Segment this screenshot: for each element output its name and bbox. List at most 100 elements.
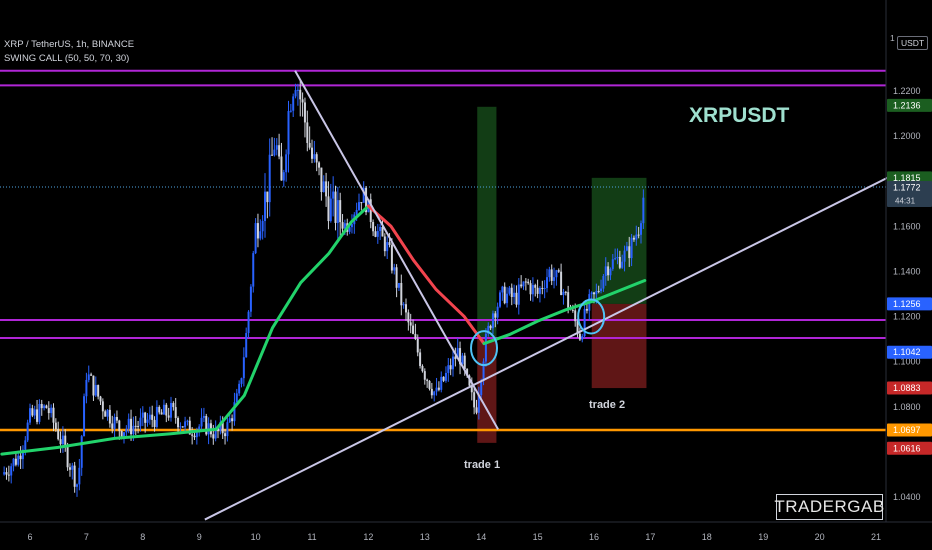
- trade-2-label: trade 2: [589, 399, 626, 411]
- candle-body-270: [635, 234, 638, 240]
- candle-body-37: [87, 374, 90, 380]
- candle-body-70: [165, 404, 168, 416]
- candle-body-244: [574, 310, 577, 322]
- candle-body-96: [226, 422, 229, 437]
- candle-body-169: [397, 282, 400, 288]
- ma-segment-1: [0, 427, 218, 456]
- candle-body-235: [553, 277, 556, 281]
- candle-body-94: [221, 421, 224, 434]
- candle-body-104: [245, 333, 248, 358]
- candle-body-187: [440, 376, 443, 390]
- candle-body-215: [506, 293, 509, 304]
- price-tag-1.0883: 1.0883: [887, 381, 932, 395]
- candle-body-1: [3, 472, 6, 475]
- candle-body-207: [487, 325, 490, 334]
- candle-body-155: [365, 187, 368, 213]
- y-tick-label: 1.1600: [893, 221, 921, 231]
- candle-body-4: [10, 466, 13, 476]
- candle-body-55: [130, 418, 133, 435]
- candle-body-30: [71, 465, 74, 470]
- price-tag-value: 1.1256: [893, 299, 921, 309]
- candle-body-151: [355, 209, 358, 215]
- candle-body-211: [496, 306, 499, 318]
- candle-body-140: [329, 198, 332, 222]
- candle-body-233: [548, 269, 551, 278]
- candle-body-176: [414, 333, 417, 339]
- candle-body-272: [640, 223, 642, 235]
- candle-body-84: [198, 426, 201, 431]
- candle-body-41: [97, 385, 100, 397]
- y-tick-label: 1.2200: [893, 86, 921, 96]
- candle-body-121: [285, 154, 288, 173]
- candle-body-83: [195, 430, 198, 438]
- candle-body-91: [214, 427, 217, 439]
- right-price-axis[interactable]: 1.2200 1.2000 1.1600 1.1400 1.1200 1.1000 1.08…: [893, 86, 921, 502]
- candle-body-67: [158, 406, 161, 413]
- candle-body-119: [280, 156, 283, 181]
- candle-body-116: [273, 149, 276, 156]
- trade-1-label: trade 1: [464, 459, 501, 471]
- candle-body-5: [12, 458, 15, 467]
- candle-body-160: [376, 231, 379, 237]
- candle-body-115: [271, 154, 274, 156]
- candle-body-192: [452, 356, 454, 370]
- currency-button[interactable]: USDT: [897, 36, 929, 50]
- candle-body-18: [43, 405, 46, 409]
- candle-body-214: [503, 286, 506, 304]
- candle-body-267: [628, 246, 631, 259]
- y-tick-label: 1.1000: [893, 357, 921, 367]
- candle-body-81: [191, 434, 194, 436]
- candle-body-68: [160, 412, 163, 415]
- trendline-1: [294, 70, 499, 430]
- candle-body-196: [461, 355, 464, 365]
- candle-body-158: [372, 222, 375, 232]
- candle-body-127: [299, 89, 302, 100]
- candle-body-135: [318, 162, 321, 168]
- candle-body-249: [585, 308, 588, 311]
- candle-body-217: [510, 287, 513, 297]
- x-tick-label: 20: [815, 532, 825, 542]
- axis-top-partial-label: 1: [890, 33, 895, 43]
- candle-body-27: [64, 435, 67, 447]
- candle-body-87: [205, 416, 208, 435]
- candle-body-228: [536, 287, 539, 294]
- candle-body-179: [421, 365, 424, 372]
- candle-body-120: [282, 172, 285, 181]
- candle-body-73: [172, 403, 175, 408]
- price-tag-value: 1.2136: [893, 100, 921, 110]
- candle-body-167: [393, 267, 396, 271]
- candle-body-85: [200, 417, 203, 427]
- candle-body-97: [228, 418, 231, 423]
- candle-body-258: [607, 266, 610, 276]
- candle-body-6: [14, 458, 17, 465]
- candle-body-76: [179, 426, 182, 428]
- candle-body-157: [369, 199, 372, 223]
- candle-body-122: [287, 111, 290, 155]
- time-axis[interactable]: 6 7 8 9 10 11 12 13 14 15 16 17 18 19 20 21: [27, 532, 881, 542]
- candle-body-100: [235, 393, 238, 403]
- candle-body-35: [83, 396, 86, 437]
- price-tag-1.0697: 1.0697: [887, 423, 932, 437]
- price-tag-1.1772: 1.1772 44:31: [887, 181, 932, 208]
- candle-body-7: [17, 455, 20, 465]
- candle-body-12: [29, 408, 31, 423]
- candle-body-36: [85, 379, 88, 397]
- candle-body-125: [294, 90, 297, 97]
- x-tick-label: 16: [589, 532, 599, 542]
- candle-body-69: [162, 404, 165, 415]
- candle-body-74: [174, 407, 177, 418]
- candle-body-204: [480, 380, 483, 396]
- indicator-legend: SWING CALL (50, 50, 70, 30): [4, 53, 130, 64]
- candle-body-44: [104, 411, 107, 417]
- stop-zone-2: [591, 303, 647, 389]
- candle-body-16: [38, 403, 41, 422]
- x-tick-label: 15: [533, 532, 543, 542]
- candle-body-24: [57, 429, 60, 440]
- price-tag-bg: [887, 297, 932, 311]
- candle-body-63: [148, 414, 151, 420]
- candle-body-52: [123, 432, 125, 438]
- candle-body-80: [188, 420, 191, 435]
- candle-body-251: [590, 292, 593, 295]
- candle-body-256: [602, 275, 605, 289]
